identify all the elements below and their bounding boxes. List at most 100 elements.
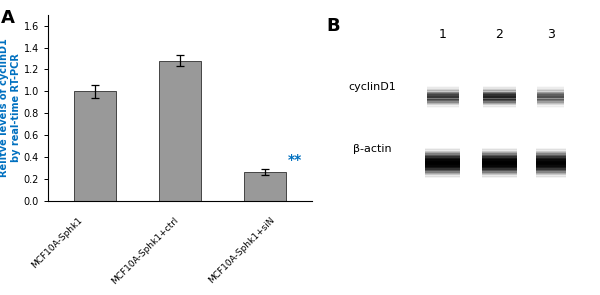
Bar — [482, 161, 517, 164]
Bar — [484, 87, 516, 90]
Bar — [482, 174, 517, 177]
Bar — [536, 158, 566, 161]
Bar — [538, 101, 564, 104]
Bar — [482, 173, 517, 176]
Bar — [482, 149, 517, 152]
Bar — [538, 103, 564, 105]
Bar — [427, 106, 459, 108]
Bar — [536, 174, 566, 177]
Bar — [482, 156, 517, 159]
Bar — [482, 167, 517, 170]
Bar — [538, 93, 564, 96]
Text: β-actin: β-actin — [353, 144, 392, 154]
Bar — [425, 158, 460, 161]
Bar — [425, 152, 460, 155]
Bar — [536, 168, 566, 171]
Bar — [427, 103, 459, 105]
Bar — [482, 148, 517, 150]
Bar — [484, 89, 516, 91]
Text: 3: 3 — [547, 29, 555, 42]
Bar — [425, 176, 460, 178]
Bar — [482, 158, 517, 161]
Bar — [484, 103, 516, 105]
Bar — [427, 96, 459, 99]
Bar — [484, 106, 516, 108]
Bar — [536, 149, 566, 152]
Bar — [427, 87, 459, 90]
Text: A: A — [1, 9, 14, 27]
Text: B: B — [326, 17, 340, 35]
Bar — [482, 155, 517, 158]
Bar — [538, 100, 564, 103]
Text: MCF10A-Sphk1+ctrl: MCF10A-Sphk1+ctrl — [110, 215, 180, 286]
Text: cyclinD1: cyclinD1 — [349, 82, 397, 92]
Bar — [536, 148, 566, 150]
Bar — [425, 156, 460, 159]
Bar — [482, 171, 517, 174]
Bar — [427, 104, 459, 107]
Bar — [484, 94, 516, 97]
Bar — [427, 90, 459, 93]
Y-axis label: Relitve levels of cyclinD1
by real-time RT-PCR: Relitve levels of cyclinD1 by real-time … — [0, 38, 21, 177]
Bar — [427, 100, 459, 103]
Bar — [536, 165, 566, 168]
Bar — [425, 159, 460, 162]
Text: MCF10A-Sphk1+siN: MCF10A-Sphk1+siN — [206, 215, 276, 285]
Bar — [484, 97, 516, 100]
Bar — [538, 87, 564, 90]
Bar — [538, 89, 564, 91]
Bar — [484, 86, 516, 88]
Bar — [482, 162, 517, 165]
Bar — [538, 90, 564, 93]
Bar — [484, 99, 516, 101]
Text: MCF10A-Sphk1: MCF10A-Sphk1 — [29, 215, 84, 270]
Bar — [484, 93, 516, 96]
Bar — [425, 164, 460, 167]
Bar — [482, 165, 517, 168]
Text: 2: 2 — [496, 29, 503, 42]
Bar — [484, 104, 516, 107]
Bar — [427, 97, 459, 100]
Bar — [482, 153, 517, 156]
Bar — [74, 91, 116, 201]
Text: 1: 1 — [439, 29, 447, 42]
Bar — [425, 173, 460, 176]
Bar — [427, 89, 459, 91]
Bar — [538, 86, 564, 88]
Bar — [484, 92, 516, 94]
Bar — [425, 162, 460, 165]
Bar — [536, 171, 566, 174]
Bar — [538, 92, 564, 94]
Bar — [536, 159, 566, 162]
Bar — [536, 150, 566, 153]
Bar — [427, 101, 459, 104]
Bar — [482, 164, 517, 167]
Bar — [425, 171, 460, 174]
Bar — [538, 99, 564, 101]
Bar — [482, 150, 517, 153]
Bar — [536, 155, 566, 158]
Bar — [536, 156, 566, 159]
Bar — [425, 170, 460, 173]
Bar — [482, 152, 517, 155]
Bar — [484, 100, 516, 103]
Bar — [538, 106, 564, 108]
Bar — [538, 97, 564, 100]
Bar — [536, 176, 566, 178]
Bar — [427, 93, 459, 96]
Bar — [425, 161, 460, 164]
Bar — [536, 164, 566, 167]
Bar — [482, 176, 517, 178]
Bar — [425, 165, 460, 168]
Bar — [482, 159, 517, 162]
Bar — [536, 162, 566, 165]
Bar — [482, 170, 517, 173]
Bar — [425, 174, 460, 177]
Bar — [536, 170, 566, 173]
Bar — [425, 150, 460, 153]
Bar — [425, 148, 460, 150]
Bar — [536, 153, 566, 156]
Bar — [425, 167, 460, 170]
Bar — [536, 167, 566, 170]
Bar — [536, 161, 566, 164]
